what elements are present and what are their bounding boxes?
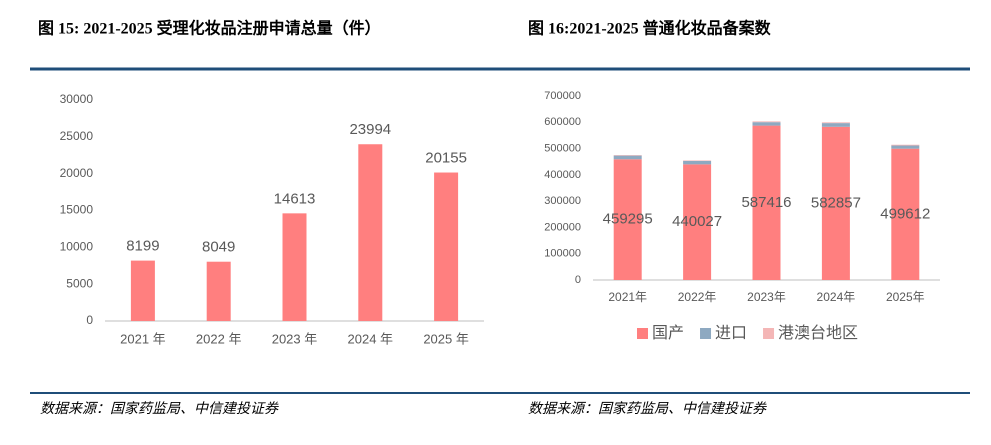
y-tick-label: 600000 (544, 116, 581, 128)
legend-swatch (763, 328, 775, 339)
bar (434, 172, 459, 321)
value-label: 8199 (126, 238, 159, 255)
chart-title: 图 15: 2021-2025 受理化妆品注册申请总量（件） (38, 19, 381, 38)
value-label: 8049 (202, 239, 235, 256)
x-tick-label: 2022年 (678, 290, 717, 304)
bar-segment (613, 155, 642, 156)
x-tick-label: 2024 年 (348, 331, 394, 346)
y-tick-label: 30000 (60, 92, 94, 106)
y-tick-label: 25000 (60, 129, 94, 143)
x-tick-label: 2023 年 (272, 331, 318, 346)
bar-segment (821, 126, 850, 281)
bar (130, 260, 155, 321)
bar-segment (752, 121, 781, 123)
legend-swatch (637, 328, 648, 339)
y-tick-label: 0 (575, 274, 581, 286)
bar-segment (613, 155, 642, 160)
chart-title: 图 16:2021-2025 普通化妆品备案数 (528, 19, 772, 38)
bar (206, 261, 231, 321)
y-tick-label: 500000 (544, 142, 581, 154)
value-label: 23994 (349, 121, 391, 138)
value-label: 440027 (672, 213, 722, 230)
x-tick-label: 2024年 (817, 290, 856, 304)
x-tick-label: 2025年 (886, 290, 925, 304)
bar-segment (613, 159, 642, 280)
y-tick-label: 700000 (544, 90, 581, 102)
bar-segment (683, 164, 712, 280)
bar-segment (752, 122, 781, 126)
y-tick-label: 300000 (544, 195, 581, 207)
bar-segment (891, 148, 920, 280)
y-tick-label: 5000 (66, 276, 93, 290)
y-tick-label: 0 (86, 313, 93, 327)
y-tick-label: 400000 (544, 169, 581, 181)
bar-segment (821, 122, 850, 124)
value-label: 20155 (425, 149, 467, 166)
value-label: 582857 (811, 194, 861, 211)
legend-swatch (700, 328, 712, 339)
bar (282, 213, 307, 321)
value-label: 587416 (741, 194, 791, 211)
y-tick-label: 20000 (60, 166, 94, 180)
y-tick-label: 100000 (544, 248, 581, 260)
bar-segment (891, 144, 920, 146)
y-tick-label: 10000 (60, 240, 94, 254)
bar-segment (683, 160, 712, 165)
bar-segment (821, 123, 850, 127)
bar-segment (891, 145, 920, 149)
x-tick-label: 2021 年 (120, 331, 166, 346)
bar (358, 144, 383, 321)
value-label: 459295 (603, 211, 653, 228)
x-tick-label: 2023年 (747, 290, 786, 304)
bar-segment (683, 160, 712, 161)
x-tick-label: 2022 年 (196, 331, 242, 346)
y-tick-label: 15000 (60, 203, 94, 217)
bar-segment (752, 125, 781, 280)
value-label: 14613 (274, 190, 316, 207)
legend-label: 进口 (715, 324, 747, 342)
value-label: 499612 (880, 205, 930, 222)
source: 数据来源：国家药监局、中信建投证券 (528, 401, 767, 417)
legend-label: 国产 (652, 324, 684, 342)
legend-label: 港澳台地区 (778, 324, 858, 342)
source: 数据来源：国家药监局、中信建投证券 (40, 401, 279, 417)
x-tick-label: 2021年 (608, 290, 647, 304)
x-tick-label: 2025 年 (423, 331, 469, 346)
y-tick-label: 200000 (544, 221, 581, 233)
